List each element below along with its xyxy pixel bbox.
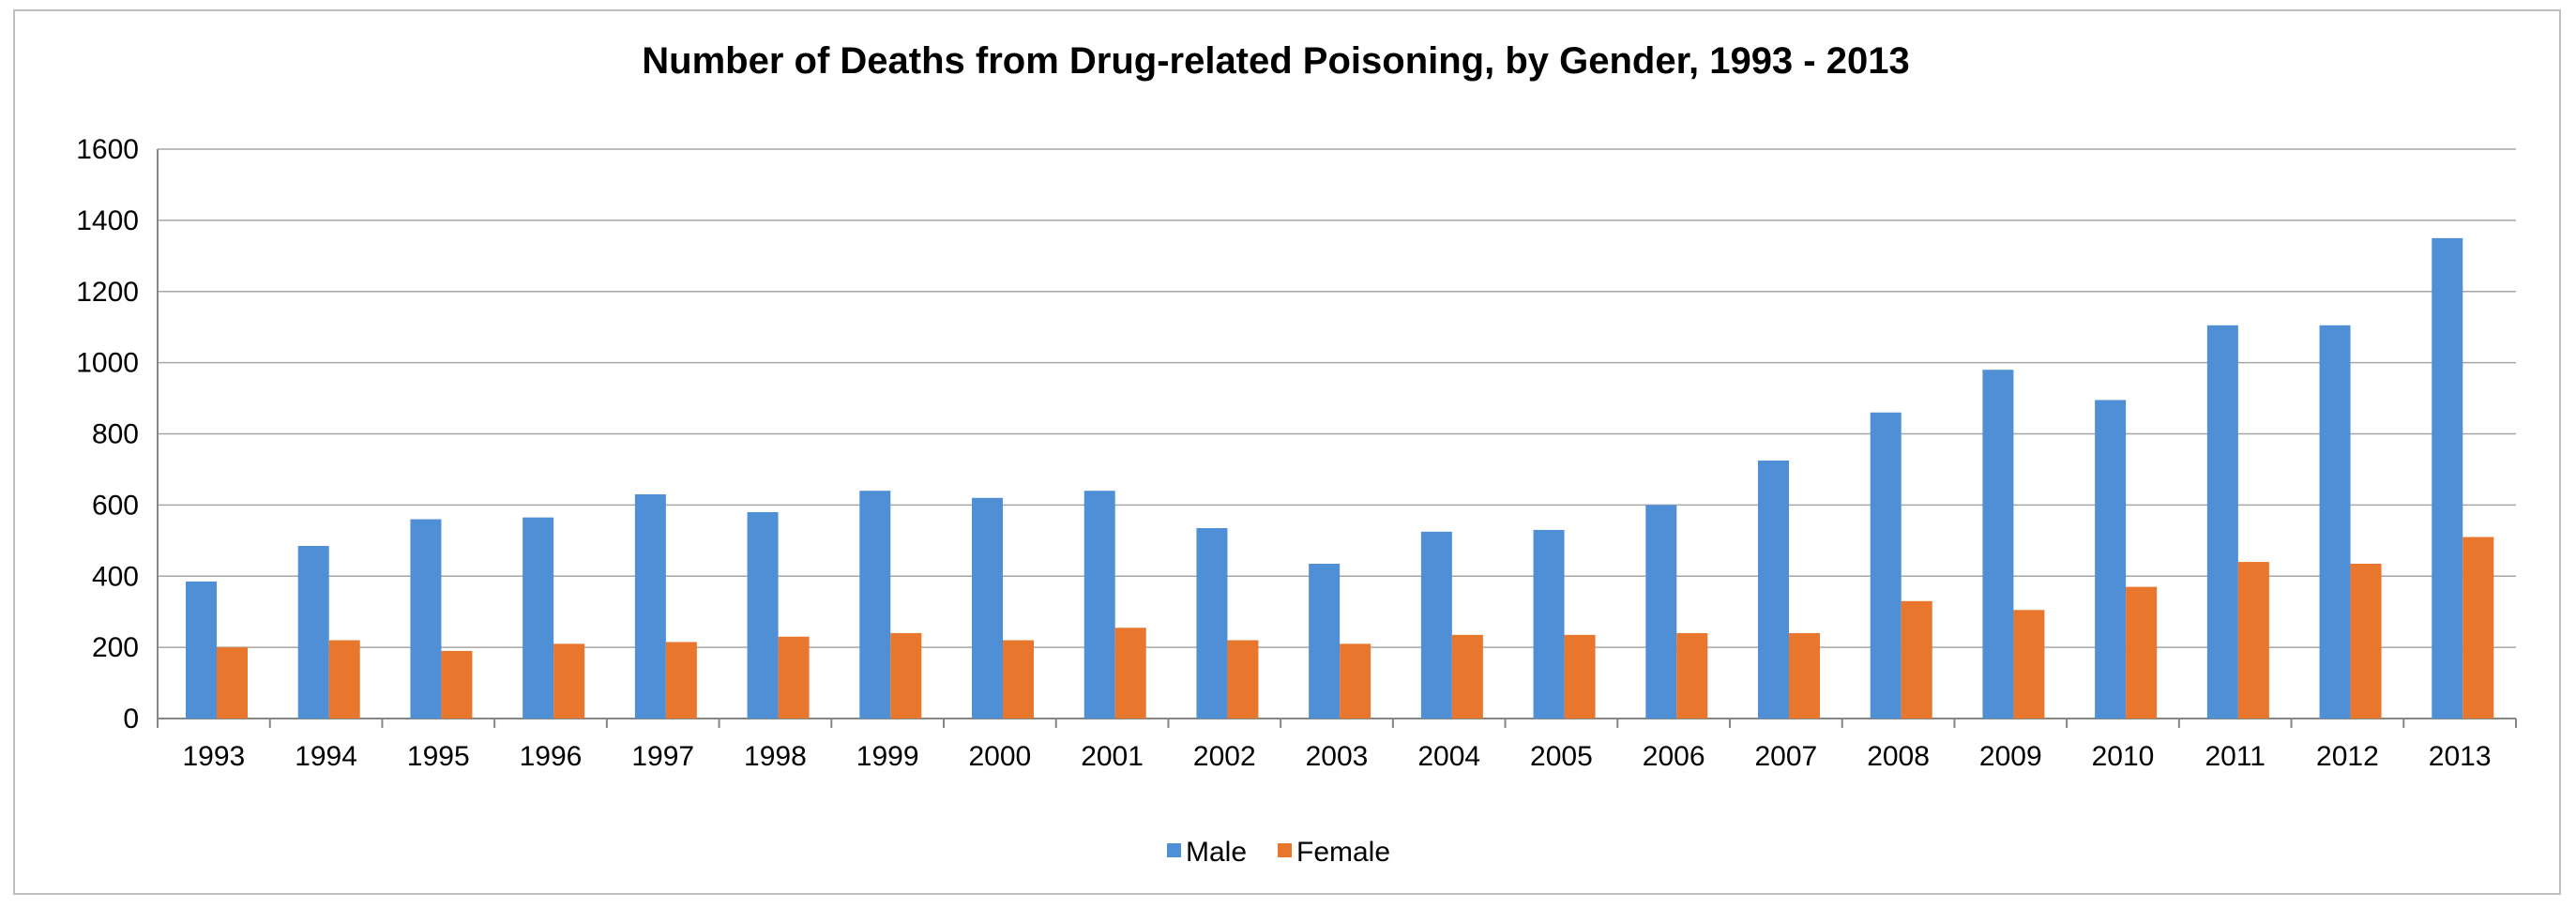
- bar-chart: Number of Deaths from Drug-related Poiso…: [76, 40, 2517, 868]
- bar-female-2006: [1676, 632, 1708, 719]
- x-tick-label: 2008: [1867, 741, 1930, 772]
- bar-male-1994: [297, 546, 329, 719]
- bar-male-2008: [1870, 412, 1902, 719]
- x-tick-label: 2012: [2316, 741, 2379, 772]
- bar-female-2007: [1789, 632, 1820, 719]
- bar-female-2001: [1114, 628, 1146, 719]
- x-axis-ticks: 1993 1994 1995 1996 1997 1998 1999 2000 2001 2002…: [182, 741, 2491, 772]
- bar-male-2006: [1645, 505, 1677, 719]
- bar-female-2012: [2350, 563, 2382, 719]
- bar-male-2002: [1196, 528, 1228, 719]
- x-tick-label: 2005: [1530, 741, 1593, 772]
- y-axis-ticks: 0 200 400 600 800 1000 1200 1400 1600: [76, 134, 139, 734]
- bar-female-1993: [217, 647, 248, 719]
- bar-male-2012: [2319, 325, 2351, 719]
- bar-female-2008: [1901, 600, 1932, 719]
- legend-swatch-male: [1167, 843, 1181, 857]
- x-tick-label: 2001: [1081, 741, 1144, 772]
- bar-female-2000: [1003, 640, 1034, 719]
- bar-male-2004: [1420, 531, 1452, 719]
- bar-female-2010: [2126, 586, 2158, 719]
- legend-label-male: Male: [1186, 837, 1247, 868]
- bar-male-1999: [859, 491, 891, 719]
- bar-female-1994: [328, 640, 360, 719]
- bar-female-1998: [778, 636, 810, 719]
- bar-male-2009: [1982, 370, 2014, 719]
- bar-male-2000: [972, 497, 1003, 719]
- bar-male-2003: [1309, 563, 1341, 719]
- legend-label-female: Female: [1296, 837, 1390, 868]
- x-tick-label: 1993: [182, 741, 245, 772]
- legend: Male Female: [1167, 837, 1390, 868]
- y-tick-label: 200: [92, 632, 139, 663]
- bar-male-1997: [634, 493, 666, 719]
- bar-male-1996: [523, 517, 554, 719]
- x-tick-label: 2003: [1306, 741, 1369, 772]
- bar-male-2005: [1533, 529, 1565, 719]
- x-tick-label: 1999: [856, 741, 919, 772]
- x-tick-label: 2009: [1979, 741, 2042, 772]
- bar-male-1998: [747, 511, 779, 719]
- x-tick-label: 1996: [520, 741, 583, 772]
- x-tick-label: 2004: [1417, 741, 1480, 772]
- y-tick-label: 0: [123, 704, 139, 734]
- y-tick-label: 1000: [76, 348, 139, 379]
- x-tick-label: 1994: [295, 741, 357, 772]
- x-tick-label: 2002: [1193, 741, 1256, 772]
- bar-male-2010: [2095, 400, 2127, 719]
- x-tick-label: 2006: [1643, 741, 1705, 772]
- x-tick-label: 1995: [407, 741, 470, 772]
- bar-female-1999: [890, 632, 922, 719]
- y-tick-label: 1200: [76, 277, 139, 308]
- bar-female-2003: [1340, 643, 1371, 719]
- chart-frame: Number of Deaths from Drug-related Poiso…: [13, 9, 2561, 895]
- x-tick-label: 2010: [2092, 741, 2155, 772]
- bar-male-2013: [2432, 237, 2463, 719]
- bar-male-2001: [1083, 491, 1115, 719]
- bar-male-1995: [410, 519, 442, 719]
- legend-swatch-female: [1278, 843, 1292, 857]
- y-tick-label: 400: [92, 561, 139, 592]
- bar-male-1993: [186, 581, 217, 719]
- y-tick-label: 600: [92, 490, 139, 521]
- bar-female-2013: [2462, 537, 2494, 719]
- chart-title: Number of Deaths from Drug-related Poiso…: [642, 40, 1909, 82]
- bar-male-2011: [2206, 325, 2238, 719]
- bar-female-2005: [1564, 634, 1596, 719]
- y-tick-label: 1600: [76, 134, 139, 165]
- x-tick-label: 1998: [744, 741, 807, 772]
- bar-female-2011: [2237, 562, 2269, 719]
- bar-female-1995: [441, 650, 473, 719]
- bar-female-2002: [1227, 640, 1259, 719]
- x-tick-label: 1997: [631, 741, 694, 772]
- x-tick-label: 2007: [1754, 741, 1817, 772]
- bar-female-2009: [2013, 610, 2045, 719]
- x-tick-label: 2000: [968, 741, 1031, 772]
- x-tick-label: 2011: [2205, 741, 2265, 772]
- bar-female-1997: [665, 642, 697, 719]
- bar-female-1996: [553, 643, 585, 719]
- x-tick-label: 2013: [2429, 741, 2492, 772]
- bars: [186, 237, 2494, 719]
- y-tick-label: 800: [92, 419, 139, 450]
- y-tick-label: 1400: [76, 205, 139, 236]
- bar-female-2004: [1451, 634, 1483, 719]
- bar-male-2007: [1758, 460, 1789, 719]
